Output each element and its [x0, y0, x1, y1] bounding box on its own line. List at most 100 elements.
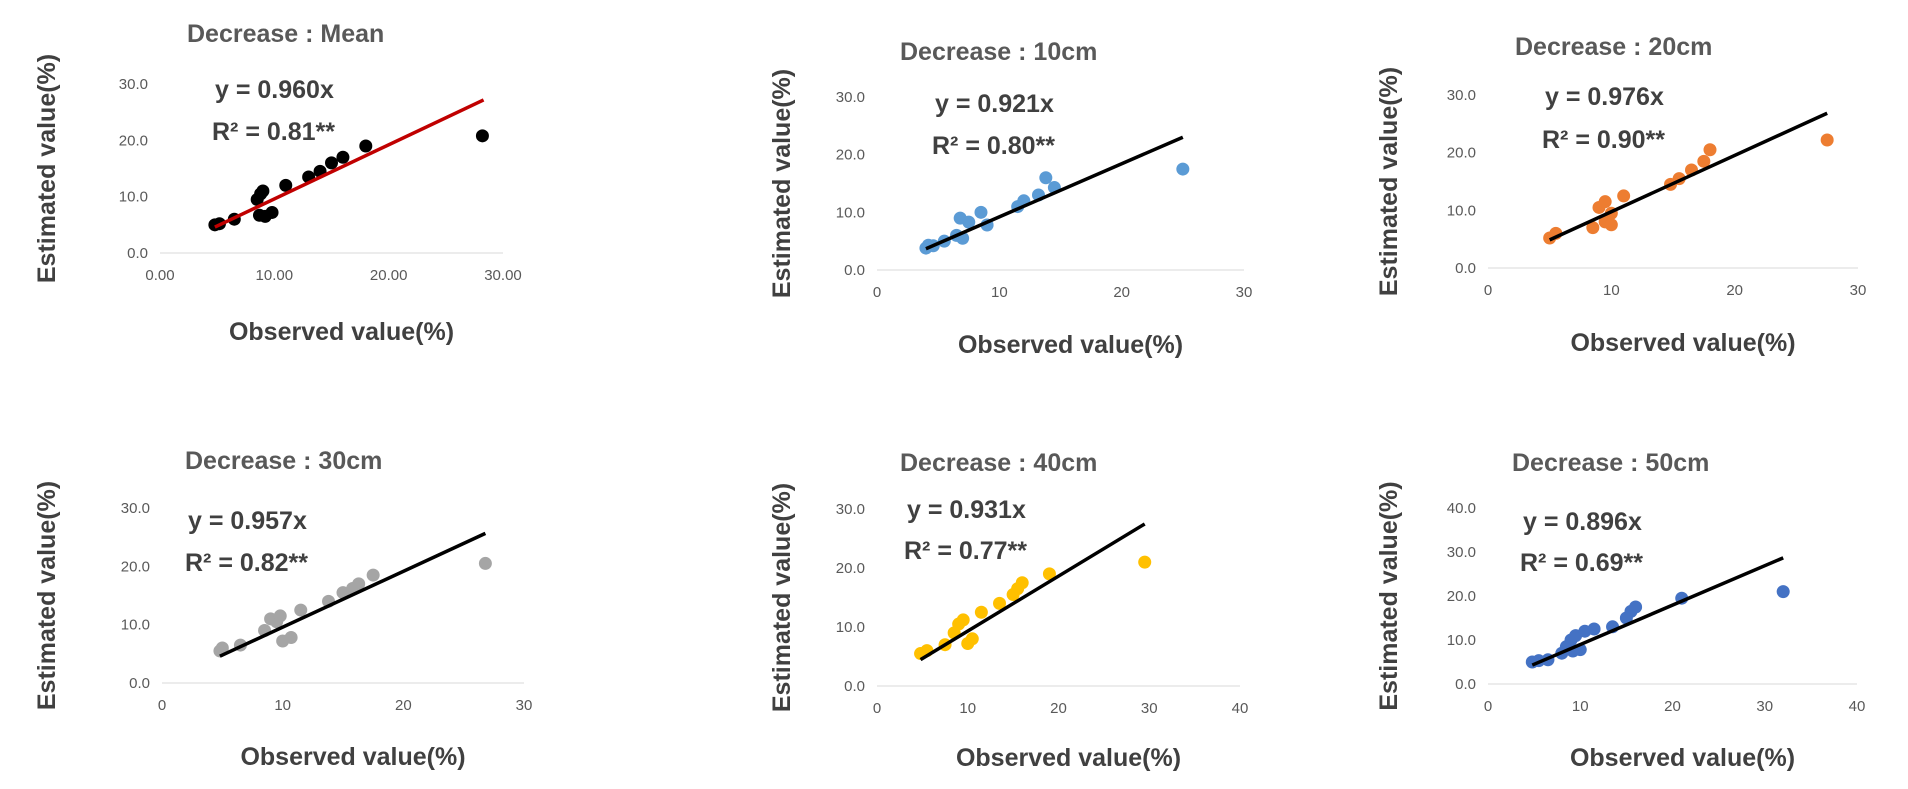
y-tick-label: 0.0	[1455, 260, 1476, 277]
y-tick-label: 10.0	[836, 619, 865, 636]
x-tick-label: 0	[1484, 698, 1492, 715]
y-tick-label: 20.0	[121, 558, 150, 575]
chart-title: Decrease : 50cm	[1512, 449, 1709, 477]
trendline-equation: y = 0.931x	[907, 496, 1026, 524]
x-tick-label: 10	[991, 284, 1008, 301]
x-tick-label: 10	[1572, 698, 1589, 715]
data-point	[1776, 585, 1790, 599]
chart-title: Decrease : 40cm	[900, 449, 1097, 477]
trendline	[1548, 111, 1828, 242]
r-squared-label: R² = 0.77**	[904, 537, 1027, 565]
y-tick-label: 10.0	[119, 189, 148, 206]
x-axis-label: Observed value(%)	[958, 331, 1183, 359]
x-tick-label: 0	[1484, 282, 1492, 299]
y-tick-label: 10.0	[1447, 202, 1476, 219]
data-point	[1629, 600, 1643, 614]
trendline-equation: y = 0.921x	[935, 90, 1054, 118]
trendline	[219, 531, 487, 658]
chart-panel-6: Decrease : 50cm 0.0 10.0 20.0 30.0 40.0 0 10 20 3…	[1375, 449, 1865, 772]
data-point	[1176, 162, 1190, 176]
x-axis-label: Observed value(%)	[240, 743, 465, 771]
data-point	[1039, 171, 1053, 185]
trendline-equation: y = 0.976x	[1545, 83, 1664, 111]
data-point	[962, 215, 976, 229]
data-point	[956, 613, 970, 627]
data-point	[1015, 576, 1029, 590]
trendline-equation: y = 0.896x	[1523, 508, 1642, 536]
data-point	[352, 577, 366, 591]
trendline	[1531, 556, 1784, 667]
y-tick-label: 0.0	[1455, 676, 1476, 693]
chart-panel-2: Decrease : 10cm 0.0 10.0 20.0 30.0 0 10 20 30 Est…	[768, 38, 1252, 359]
x-tick-label: 30	[516, 697, 533, 714]
data-point	[273, 609, 287, 623]
y-tick-label: 0.0	[844, 262, 865, 279]
x-tick-label: 20	[1113, 284, 1130, 301]
x-tick-label: 10.00	[256, 267, 294, 284]
r-squared-label: R² = 0.69**	[1520, 549, 1643, 577]
x-tick-label: 20	[395, 697, 412, 714]
r-squared-label: R² = 0.90**	[1542, 126, 1665, 154]
data-point	[1587, 622, 1601, 636]
y-tick-label: 40.0	[1447, 500, 1476, 517]
y-tick-label: 30.0	[121, 500, 150, 517]
data-point	[284, 631, 298, 644]
r-squared-label: R² = 0.82**	[185, 549, 308, 577]
data-point	[1042, 567, 1056, 581]
chart-title: Decrease : Mean	[187, 20, 384, 48]
data-point	[1820, 133, 1834, 147]
data-point	[366, 568, 380, 582]
x-tick-label: 10	[274, 697, 291, 714]
x-tick-label: 0	[873, 284, 881, 301]
chart-title: Decrease : 30cm	[185, 447, 382, 475]
data-point	[1617, 189, 1631, 203]
y-axis-label: Estimated value(%)	[1375, 481, 1403, 710]
y-tick-label: 30.0	[836, 501, 865, 518]
data-point	[359, 139, 373, 153]
data-point	[1138, 555, 1152, 569]
chart-panel-1: Decrease : Mean 0.0 10.0 20.0 30.0 0.00 10.00 2…	[33, 20, 522, 346]
x-axis-label: Observed value(%)	[1570, 329, 1795, 357]
data-point	[1697, 154, 1711, 168]
x-tick-label: 30	[1141, 700, 1158, 717]
x-tick-label: 10	[1603, 282, 1620, 299]
x-tick-label: 30.00	[484, 267, 522, 284]
r-squared-label: R² = 0.80**	[932, 132, 1055, 160]
y-axis-label: Estimated value(%)	[33, 54, 61, 283]
y-tick-label: 30.0	[836, 89, 865, 106]
x-tick-label: 10	[959, 700, 976, 717]
y-tick-label: 0.0	[844, 678, 865, 695]
x-tick-label: 40	[1232, 700, 1249, 717]
chart-panel-5: Decrease : 40cm 0.0 10.0 20.0 30.0 0 10 20 30 40 E…	[768, 449, 1248, 772]
y-axis-label: Estimated value(%)	[768, 483, 796, 712]
data-point	[974, 605, 988, 619]
data-point	[993, 596, 1007, 610]
x-tick-label: 20	[1664, 698, 1681, 715]
data-point	[478, 556, 492, 570]
x-tick-label: 0.00	[145, 267, 174, 284]
x-axis-label: Observed value(%)	[956, 744, 1181, 772]
y-tick-label: 30.0	[1447, 544, 1476, 561]
trendline	[925, 135, 1184, 251]
data-point	[215, 641, 229, 655]
x-tick-label: 30	[1236, 284, 1253, 301]
x-tick-label: 30	[1756, 698, 1773, 715]
data-point	[256, 184, 270, 198]
x-tick-label: 40	[1849, 698, 1866, 715]
y-tick-label: 30.0	[1447, 87, 1476, 104]
trendline-equation: y = 0.960x	[215, 76, 334, 104]
trendline	[214, 98, 485, 229]
y-axis-label: Estimated value(%)	[33, 481, 61, 710]
data-point	[475, 129, 489, 143]
y-tick-label: 20.0	[1447, 588, 1476, 605]
trendline-equation: y = 0.957x	[188, 507, 307, 535]
y-tick-label: 20.0	[1447, 145, 1476, 162]
data-point	[325, 156, 338, 170]
chart-panel-4: Decrease : 30cm 0.0 10.0 20.0 30.0 0 10 20 30 Est…	[33, 447, 532, 771]
y-tick-label: 10.0	[1447, 632, 1476, 649]
y-tick-label: 0.0	[129, 675, 150, 692]
x-tick-label: 0	[873, 700, 881, 717]
x-tick-label: 20	[1050, 700, 1067, 717]
y-axis-label: Estimated value(%)	[1375, 67, 1403, 296]
